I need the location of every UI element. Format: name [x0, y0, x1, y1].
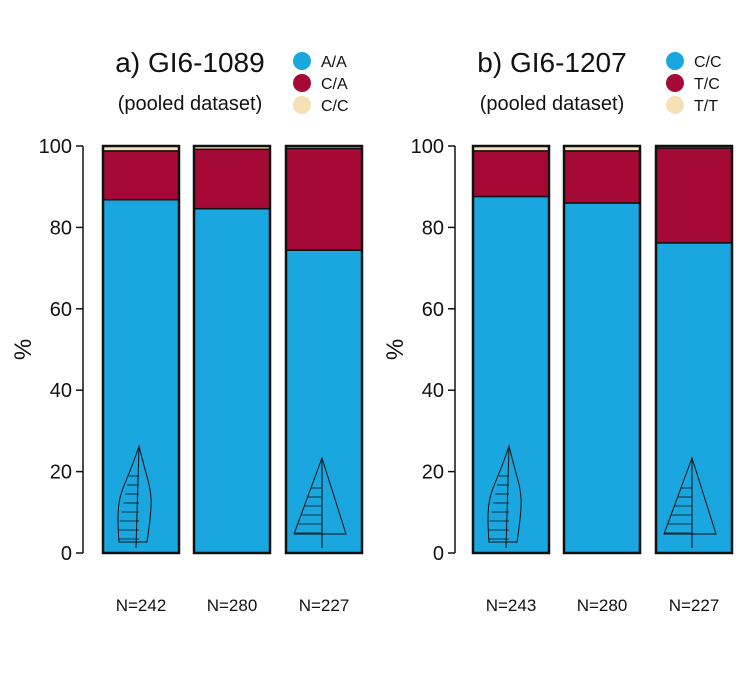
bar-segment-t-c	[655, 147, 733, 244]
y-tick-label: 80	[422, 217, 444, 239]
y-axis-label: %	[10, 339, 37, 360]
y-tick-label: 100	[411, 136, 444, 158]
legend-swatch	[293, 96, 311, 114]
bar-segment-c-a	[102, 150, 180, 201]
bar-outline	[654, 144, 734, 555]
chart-title: a) GI6-1089	[115, 47, 264, 78]
category-label: N=280	[207, 596, 258, 615]
legend-swatch	[666, 74, 684, 92]
bar-outline	[471, 144, 551, 555]
y-tick-label: 40	[50, 380, 72, 402]
y-tick-label: 100	[39, 136, 72, 158]
y-tick-label: 60	[422, 299, 444, 321]
bar-outline	[562, 144, 642, 555]
legend-label: A/A	[321, 54, 347, 71]
category-label: N=242	[116, 596, 167, 615]
y-tick-label: 80	[50, 217, 72, 239]
chart-panel-b: b) GI6-1207 (pooled dataset) 0 20 40 60 80 100%…	[382, 47, 734, 615]
narrow-striped-leaf-icon	[117, 444, 152, 549]
legend-swatch	[293, 74, 311, 92]
chart-subtitle: (pooled dataset)	[480, 93, 625, 115]
wide-striped-leaf-icon	[293, 456, 347, 548]
y-axis-label: %	[382, 339, 409, 360]
bar-segment-c-a	[285, 147, 363, 251]
bar-segment-a-a	[102, 198, 180, 554]
narrow-striped-leaf-icon	[487, 444, 522, 549]
chart-panel-a: a) GI6-1089 (pooled dataset) 0 20 40 60 80 100%…	[10, 47, 364, 615]
y-tick-label: 0	[433, 543, 444, 565]
legend-swatch	[293, 52, 311, 70]
chart-subtitle: (pooled dataset)	[118, 93, 263, 115]
bar-segment-t-c	[563, 150, 641, 204]
y-tick-label: 0	[61, 543, 72, 565]
legend-label: T/T	[694, 98, 718, 115]
y-tick-label: 20	[422, 462, 444, 484]
legend-label: C/C	[694, 54, 722, 71]
category-label: N=227	[299, 596, 350, 615]
bar-outline	[101, 144, 181, 555]
legend-label: C/A	[321, 76, 348, 93]
y-tick-label: 40	[422, 380, 444, 402]
bar-segment-c-c	[472, 195, 550, 554]
chart-title: b) GI6-1207	[477, 47, 626, 78]
category-label: N=227	[669, 596, 720, 615]
bar-segment-t-c	[472, 150, 550, 198]
y-tick-label: 60	[50, 299, 72, 321]
category-label: N=280	[577, 596, 628, 615]
category-label: N=243	[486, 596, 537, 615]
legend-label: T/C	[694, 76, 720, 93]
legend-swatch	[666, 52, 684, 70]
y-tick-label: 20	[50, 462, 72, 484]
wide-striped-leaf-icon	[663, 456, 717, 548]
legend-swatch	[666, 96, 684, 114]
bar-segment-a-a	[285, 249, 363, 554]
bar-outline	[284, 144, 364, 555]
bar-segment-a-a	[193, 207, 271, 554]
bar-outline	[192, 144, 272, 555]
bar-segment-c-c	[655, 242, 733, 554]
bar-segment-c-a	[193, 148, 271, 210]
legend-label: C/C	[321, 98, 349, 115]
bar-segment-c-c	[563, 202, 641, 554]
